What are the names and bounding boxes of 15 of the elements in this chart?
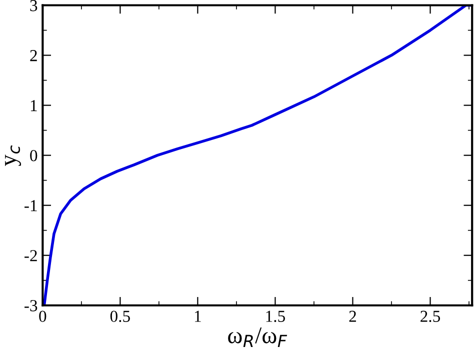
x-tick-label: 1.5 — [266, 310, 285, 322]
y-tick-label: 1 — [30, 100, 37, 112]
y-tick-label: -1 — [24, 200, 37, 212]
x-tick-label: 1 — [194, 310, 201, 322]
y-axis-title: y$_{c}$ — [5, 145, 22, 166]
y-tick-label: 2 — [30, 50, 37, 62]
x-tick-label: 0 — [39, 310, 46, 322]
x-tick-label: 2 — [349, 310, 356, 322]
x-tick-label: 0.5 — [110, 310, 130, 322]
x-axis-title: ω$_{R}$/ω$_{F}$ — [228, 328, 288, 347]
y-tick-label: -2 — [24, 250, 37, 262]
y-tick-label: 0 — [30, 150, 38, 162]
x-tick-label: 2.5 — [420, 310, 440, 322]
y-tick-label: -3 — [24, 300, 38, 312]
y-tick-label: 3 — [30, 0, 38, 12]
